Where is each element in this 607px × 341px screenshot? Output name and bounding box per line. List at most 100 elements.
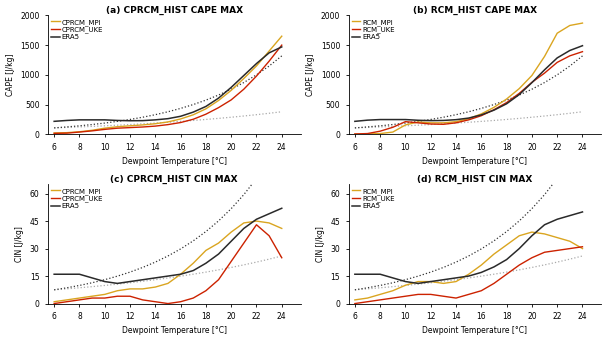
RCM_UKE — [402, 294, 409, 298]
ERA5 — [452, 276, 459, 280]
RCM_MPI — [478, 112, 485, 116]
CPRCM_MPI — [76, 296, 83, 300]
Line: ERA5: ERA5 — [355, 46, 583, 121]
CPRCM_MPI — [164, 120, 172, 124]
CPRCM_UKE — [265, 234, 273, 238]
CPRCM_UKE — [240, 87, 248, 91]
ERA5 — [579, 210, 586, 214]
ERA5 — [503, 102, 510, 106]
RCM_MPI — [376, 132, 384, 136]
RCM_UKE — [579, 245, 586, 249]
CPRCM_UKE — [278, 43, 285, 47]
ERA5 — [389, 276, 396, 280]
CPRCM_MPI — [50, 300, 58, 304]
CPRCM_MPI — [164, 281, 172, 285]
CPRCM_MPI — [202, 107, 209, 111]
CPRCM_MPI — [76, 130, 83, 134]
RCM_MPI — [566, 239, 574, 243]
Y-axis label: CAPE [J/kg]: CAPE [J/kg] — [5, 54, 15, 96]
RCM_MPI — [490, 252, 498, 256]
RCM_MPI — [541, 232, 548, 236]
CPRCM_UKE — [126, 125, 134, 130]
CPRCM_UKE — [114, 126, 121, 130]
ERA5 — [364, 118, 371, 122]
ERA5 — [415, 118, 422, 122]
ERA5 — [351, 272, 359, 276]
RCM_UKE — [351, 301, 359, 306]
Line: ERA5: ERA5 — [54, 47, 282, 121]
CPRCM_MPI — [189, 261, 197, 265]
CPRCM_MPI — [278, 34, 285, 38]
RCM_MPI — [402, 283, 409, 287]
RCM_UKE — [579, 50, 586, 54]
ERA5 — [490, 265, 498, 269]
ERA5 — [427, 119, 435, 123]
ERA5 — [439, 118, 447, 122]
RCM_UKE — [452, 296, 459, 300]
ERA5 — [490, 108, 498, 112]
Line: RCM_MPI: RCM_MPI — [355, 232, 583, 300]
Legend: CPRCM_MPI, CPRCM_UKE, ERA5: CPRCM_MPI, CPRCM_UKE, ERA5 — [50, 187, 104, 211]
Line: CPRCM_MPI: CPRCM_MPI — [54, 36, 282, 133]
CPRCM_UKE — [152, 300, 159, 304]
X-axis label: Dewpoint Temperature [°C]: Dewpoint Temperature [°C] — [422, 157, 527, 166]
RCM_UKE — [376, 129, 384, 133]
ERA5 — [152, 118, 159, 122]
Line: CPRCM_UKE: CPRCM_UKE — [54, 225, 282, 303]
ERA5 — [101, 280, 109, 284]
CPRCM_MPI — [101, 292, 109, 296]
X-axis label: Dewpoint Temperature [°C]: Dewpoint Temperature [°C] — [122, 157, 227, 166]
X-axis label: Dewpoint Temperature [°C]: Dewpoint Temperature [°C] — [122, 326, 227, 336]
CPRCM_MPI — [253, 64, 260, 68]
ERA5 — [427, 280, 435, 284]
CPRCM_MPI — [278, 226, 285, 231]
CPRCM_UKE — [253, 223, 260, 227]
CPRCM_MPI — [189, 113, 197, 117]
Line: CPRCM_MPI: CPRCM_MPI — [54, 221, 282, 302]
CPRCM_MPI — [228, 88, 235, 92]
Title: (c) CPRCM_HIST CIN MAX: (c) CPRCM_HIST CIN MAX — [110, 175, 238, 184]
RCM_MPI — [566, 24, 574, 28]
ERA5 — [89, 276, 96, 280]
ERA5 — [253, 61, 260, 65]
Line: ERA5: ERA5 — [54, 208, 282, 283]
RCM_MPI — [503, 97, 510, 101]
RCM_MPI — [503, 243, 510, 247]
RCM_MPI — [427, 280, 435, 284]
RCM_UKE — [566, 247, 574, 251]
CPRCM_UKE — [63, 300, 70, 304]
RCM_UKE — [528, 256, 535, 260]
RCM_UKE — [478, 114, 485, 118]
RCM_UKE — [515, 91, 523, 95]
RCM_MPI — [351, 298, 359, 302]
ERA5 — [177, 114, 185, 118]
CPRCM_MPI — [177, 272, 185, 276]
ERA5 — [228, 239, 235, 243]
RCM_UKE — [490, 281, 498, 285]
CPRCM_UKE — [265, 59, 273, 63]
ERA5 — [364, 272, 371, 276]
CPRCM_MPI — [114, 289, 121, 293]
ERA5 — [465, 116, 472, 120]
ERA5 — [50, 119, 58, 123]
ERA5 — [240, 73, 248, 77]
RCM_UKE — [554, 248, 561, 252]
Y-axis label: CIN [J/kg]: CIN [J/kg] — [316, 226, 325, 262]
Legend: RCM_MPI, RCM_UKE, ERA5: RCM_MPI, RCM_UKE, ERA5 — [351, 17, 396, 42]
RCM_UKE — [364, 300, 371, 304]
RCM_MPI — [490, 105, 498, 109]
RCM_UKE — [566, 54, 574, 58]
RCM_MPI — [364, 132, 371, 136]
RCM_UKE — [465, 292, 472, 296]
RCM_MPI — [364, 296, 371, 300]
Line: RCM_UKE: RCM_UKE — [355, 52, 583, 134]
RCM_UKE — [541, 250, 548, 254]
RCM_UKE — [478, 289, 485, 293]
ERA5 — [50, 272, 58, 276]
CPRCM_MPI — [265, 49, 273, 53]
ERA5 — [139, 119, 146, 123]
RCM_UKE — [427, 292, 435, 296]
ERA5 — [114, 281, 121, 285]
RCM_MPI — [528, 73, 535, 77]
ERA5 — [503, 257, 510, 262]
